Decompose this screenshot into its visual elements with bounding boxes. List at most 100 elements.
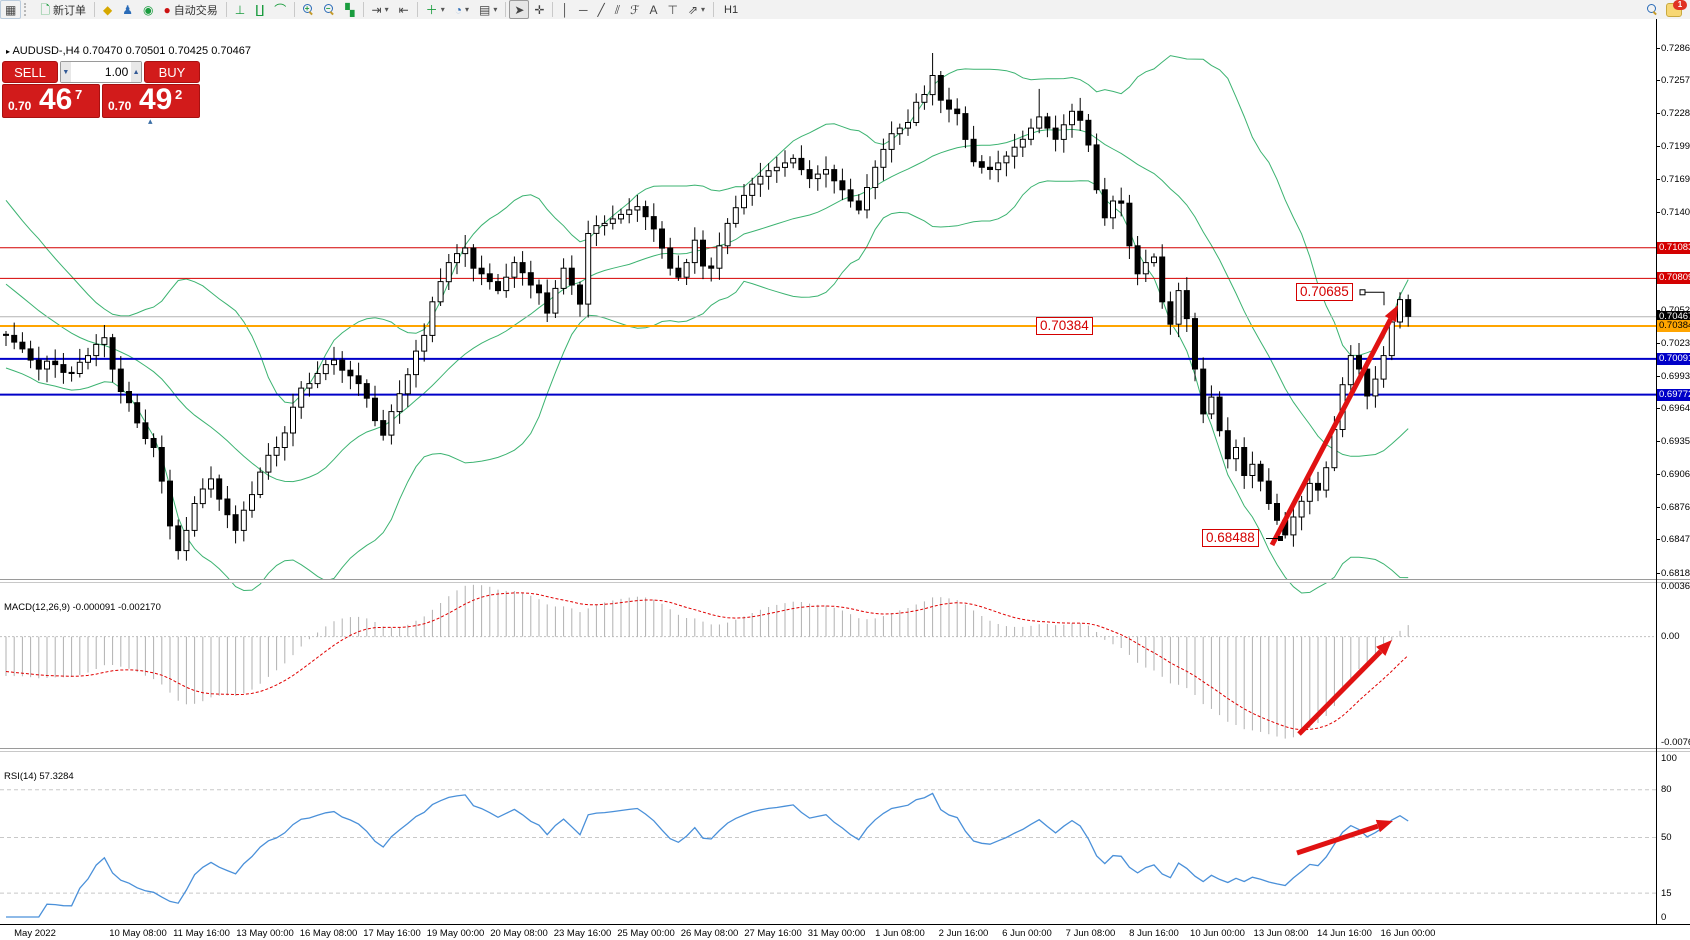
candle-body	[1225, 431, 1230, 459]
candle-body	[1168, 302, 1173, 324]
panel-separator-rsi[interactable]	[0, 748, 1690, 752]
candle-body	[520, 263, 525, 273]
candle-body	[569, 268, 574, 285]
volume-increase-button[interactable]: ▲	[131, 62, 141, 82]
candle-body	[118, 369, 123, 391]
fibonacci-tool-button[interactable]: ℱ	[625, 0, 644, 19]
volume-box: ▼ ▲	[60, 61, 142, 83]
time-axis-label: 8 Jun 16:00	[1129, 928, 1179, 939]
period-button[interactable]: ◔ ▾	[450, 0, 474, 19]
rsi-indicator-label: RSI(14) 57.3284	[4, 771, 74, 782]
price-line-label-0.70091[interactable]: 0.70091	[1657, 353, 1690, 365]
sell-price[interactable]: 0.70 46 7	[2, 84, 100, 118]
candle-body	[553, 288, 558, 313]
candle-body	[1176, 291, 1181, 325]
candle-body	[291, 407, 296, 433]
autotrading-button[interactable]: ● 自动交易	[158, 0, 222, 19]
add-indicator-button[interactable]: ＋ ▾	[421, 0, 450, 19]
candle-body	[430, 302, 435, 336]
trendline-tool-button[interactable]: ╱	[592, 0, 609, 19]
rsi-axis-label: 15	[1661, 888, 1672, 899]
candle-body	[938, 76, 943, 101]
crosshair-tool-button[interactable]: ✛	[529, 0, 549, 19]
bollinger-band-middle[interactable]	[6, 129, 1408, 481]
zoom-out-button[interactable]: −	[319, 0, 340, 19]
chat-icon[interactable]: 1	[1666, 3, 1682, 17]
line-chart-button[interactable]: ⌒	[269, 0, 291, 19]
price-line-label-0.69772[interactable]: 0.69772	[1657, 389, 1690, 401]
terminal-button[interactable]: ◉	[138, 0, 158, 19]
candle-body	[471, 248, 476, 268]
new-order-button[interactable]: 🗋 新订单	[35, 0, 91, 19]
candle-body	[561, 268, 566, 288]
candle-body	[364, 384, 369, 399]
candle-body	[1373, 379, 1378, 396]
price-tick	[1656, 343, 1660, 344]
tile-windows-button[interactable]: ▚	[340, 0, 359, 19]
price-line-label-0.71083[interactable]: 0.71083	[1657, 242, 1690, 254]
chart-window-icon[interactable]: ▦	[0, 0, 21, 19]
time-axis-label: May 2022	[14, 928, 56, 939]
candle-body	[94, 344, 99, 355]
chart-canvas[interactable]	[0, 19, 1690, 940]
buy-price[interactable]: 0.70 49 2	[102, 84, 200, 118]
price-tick-label: 0.70230	[1661, 338, 1690, 349]
candle-body	[1299, 501, 1304, 517]
sell-button[interactable]: SELL	[2, 61, 58, 83]
candle-body	[1324, 468, 1329, 490]
text-label-tool-button[interactable]: ⊤	[663, 0, 683, 19]
price-line-label-0.70384[interactable]: 0.70384	[1657, 320, 1690, 332]
candle-body	[1291, 517, 1296, 535]
panel-collapse-icon[interactable]: ▴	[148, 116, 153, 127]
candle-body	[217, 479, 222, 499]
bar-chart-button[interactable]: ⊥	[230, 0, 250, 19]
candle-body	[922, 95, 927, 103]
volume-decrease-button[interactable]: ▼	[61, 62, 71, 82]
price-tick-label: 0.71695	[1661, 174, 1690, 185]
panel-separator-macd[interactable]	[0, 579, 1690, 583]
price-annotation-0.68488[interactable]: 0.68488	[1202, 529, 1259, 547]
candle-body	[971, 139, 976, 161]
candlestick-chart-button[interactable]: ∐	[250, 0, 269, 19]
candle-body	[750, 184, 755, 195]
cursor-tool-button[interactable]: ➤	[509, 0, 529, 19]
template-button[interactable]: ▤ ▾	[474, 0, 502, 19]
candle-body	[1389, 322, 1394, 356]
trend-arrow-rsi[interactable]	[1297, 826, 1378, 853]
search-icon[interactable]	[1647, 4, 1658, 15]
candle-body	[1217, 397, 1222, 431]
candle-body	[676, 268, 681, 277]
horizontal-line-tool-button[interactable]: ─	[574, 0, 593, 19]
channel-tool-button[interactable]: ⫽	[610, 0, 625, 19]
candle-body	[12, 335, 17, 342]
chart-shift-button[interactable]: ⇤	[394, 0, 414, 19]
price-line-label-0.70809[interactable]: 0.70809	[1657, 272, 1690, 284]
navigator-button[interactable]: ♟	[117, 0, 138, 19]
collapse-arrow-icon[interactable]: ▸	[6, 47, 10, 56]
trend-arrow-main[interactable]	[1272, 319, 1391, 545]
price-tick-label: 0.69060	[1661, 469, 1690, 480]
price-annotation-0.70384[interactable]: 0.70384	[1036, 317, 1093, 335]
zoom-in-button[interactable]: +	[298, 0, 319, 19]
candle-body	[381, 421, 386, 436]
buy-button[interactable]: BUY	[144, 61, 200, 83]
candle-body	[422, 335, 427, 351]
auto-scroll-button[interactable]: ⇥ ▾	[367, 0, 394, 19]
rsi-axis-label: 80	[1661, 784, 1672, 795]
price-tick-label: 0.72865	[1661, 43, 1690, 54]
vertical-line-tool-button[interactable]: │	[556, 0, 574, 19]
candle-body	[635, 207, 640, 210]
arrows-tool-button[interactable]: ⇗ ▾	[683, 0, 710, 19]
bollinger-band-lower[interactable]	[6, 181, 1408, 593]
candle-body	[438, 282, 443, 302]
timeframe-h1[interactable]: H1	[717, 0, 752, 19]
price-annotation-0.70685[interactable]: 0.70685	[1296, 283, 1353, 301]
text-tool-button[interactable]: A	[645, 0, 663, 19]
volume-input[interactable]	[71, 62, 132, 82]
candle-body	[373, 398, 378, 420]
candle-body	[45, 361, 50, 369]
price-tick	[1656, 179, 1660, 180]
candle-body	[783, 163, 788, 168]
market-watch-button[interactable]: ◆	[98, 0, 117, 19]
candle-body	[1111, 201, 1116, 218]
